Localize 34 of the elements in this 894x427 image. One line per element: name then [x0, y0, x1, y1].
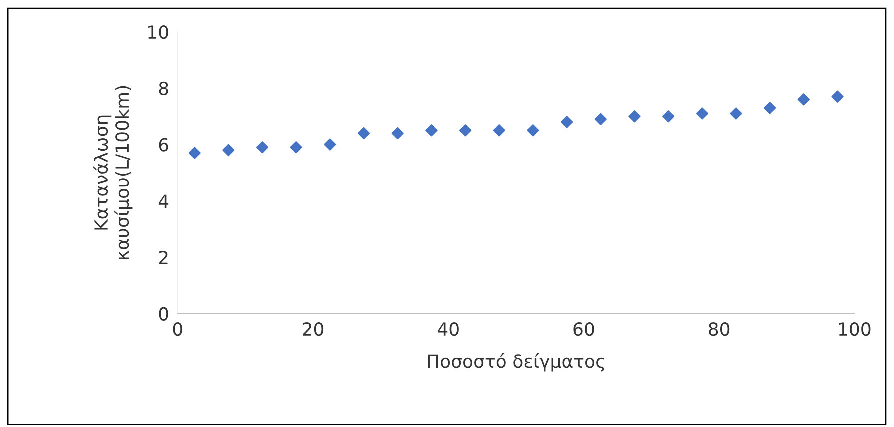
- x-axis-title: Ποσοστό δείγματος: [428, 354, 604, 372]
- x-tick-label: 20: [303, 322, 324, 336]
- point: [832, 90, 844, 103]
- point: [222, 144, 235, 156]
- x-tick-label: 0: [173, 322, 182, 336]
- point: [426, 124, 438, 137]
- point: [730, 108, 742, 120]
- point: [188, 147, 201, 160]
- point: [662, 110, 675, 123]
- x-tick-label: 60: [574, 322, 594, 336]
- point: [594, 113, 607, 126]
- point: [358, 127, 370, 140]
- y-tick-label: 2: [159, 250, 168, 264]
- y-tick-label: 4: [158, 194, 169, 208]
- y-tick-label: 0: [159, 307, 168, 321]
- point: [290, 141, 302, 154]
- point: [628, 110, 641, 123]
- point: [798, 94, 810, 106]
- point: [459, 124, 472, 137]
- point: [324, 138, 336, 151]
- y-tick-label: 6: [159, 138, 168, 152]
- y-tick-label: 10: [148, 25, 168, 40]
- point: [696, 108, 708, 120]
- x-tick-label: 80: [709, 322, 730, 336]
- point: [493, 124, 506, 137]
- point: [560, 116, 574, 128]
- y-tick-label: 8: [159, 82, 168, 96]
- point: [392, 127, 404, 140]
- x-tick-label: 40: [438, 322, 459, 336]
- point: [527, 124, 540, 137]
- point: [256, 141, 269, 154]
- x-tick-label: 100: [839, 322, 871, 336]
- y-axis-title: Κατανάλωση καυσίμου(L/100km): [93, 86, 133, 260]
- point: [764, 102, 776, 114]
